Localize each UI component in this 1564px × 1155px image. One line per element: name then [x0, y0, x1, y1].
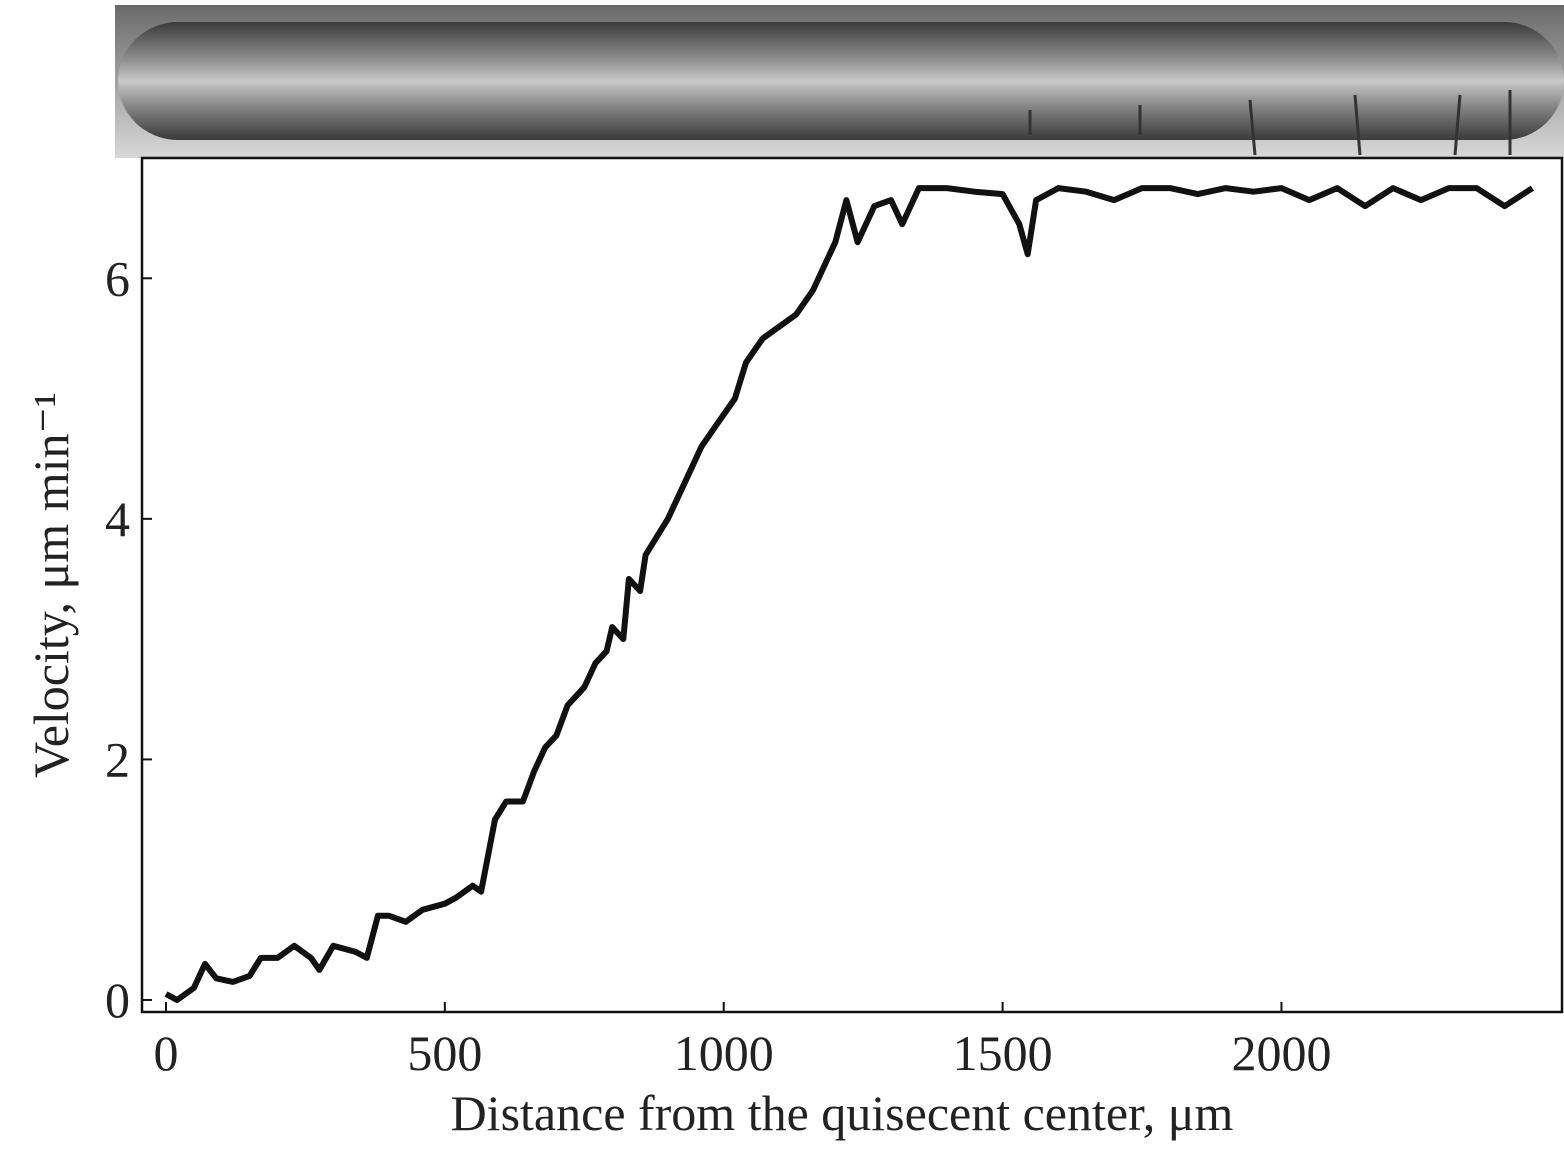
y-tick-label: 4 [105, 491, 130, 547]
x-tick-label: 2000 [1231, 1025, 1331, 1081]
root-photo [115, 5, 1564, 158]
y-tick-label: 0 [105, 972, 130, 1028]
x-axis-title: Distance from the quisecent center, μm [451, 1085, 1234, 1141]
data-line [164, 185, 1535, 1003]
x-tick-label: 500 [407, 1025, 482, 1081]
plot-frame [140, 156, 1564, 1014]
x-tick-label: 1500 [953, 1025, 1053, 1081]
y-tick-label: 6 [105, 250, 130, 306]
x-tick-label: 1000 [674, 1025, 774, 1081]
x-tick-label: 0 [153, 1025, 178, 1081]
y-tick-label: 2 [105, 731, 130, 787]
y-axis-title: Velocity, μm min⁻¹ [23, 392, 79, 778]
